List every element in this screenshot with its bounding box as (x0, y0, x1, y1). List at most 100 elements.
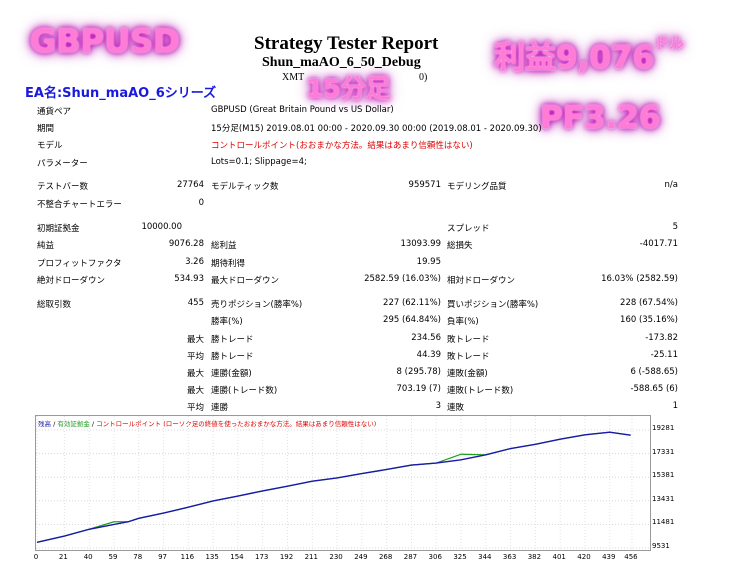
x-tick-label: 97 (158, 553, 168, 561)
avg-cons-loss-label: 連敗 (447, 403, 465, 413)
legend-separator-2: / (89, 420, 97, 428)
x-tick-label: 78 (133, 553, 143, 561)
net-profit-value: 9076.28 (168, 239, 204, 249)
spread-value: 5 (672, 222, 678, 232)
quality-label: モデリング品質 (447, 182, 507, 192)
y-tick-label: 9531 (652, 542, 670, 550)
y-tick-label: 17331 (652, 447, 675, 456)
x-tick-label: 268 (378, 553, 393, 561)
equity-line (36, 431, 631, 543)
rel-drawdown-label: 相対ドローダウン (447, 276, 516, 286)
max-prefix-3: 最大 (186, 386, 204, 396)
abs-drawdown-value: 534.93 (174, 274, 204, 284)
x-tick-label: 420 (577, 553, 591, 561)
x-tick-label: 306 (428, 553, 442, 561)
x-tick-label: 456 (624, 553, 638, 561)
y-tick-label: 15381 (652, 471, 675, 480)
cons-loss-count-value: -588.65 (6) (630, 384, 678, 394)
avg-cons-loss-value: 1 (672, 401, 678, 411)
cons-win-amount-value: 8 (295.78) (396, 367, 441, 377)
cons-loss-amount-label: 連敗(金額) (447, 369, 488, 379)
rel-drawdown-value: 16.03% (2582.59) (601, 274, 678, 284)
long-positions-label: 買いポジション(勝率%) (447, 300, 539, 310)
timeframe-overlay: 15分足 (306, 74, 391, 103)
avg-prefix-1: 平均 (186, 352, 204, 362)
chart-legend: 残高 / 有効証拠金 / コントロールポイント (ローソク足の終値を使ったおおま… (38, 418, 376, 428)
x-tick-label: 0 (33, 553, 39, 561)
pf-overlay: PF3.26 (540, 100, 661, 136)
short-positions-label: 売りポジション(勝率%) (211, 300, 303, 310)
spread-label: スプレッド (447, 224, 490, 234)
x-tick-label: 382 (527, 553, 542, 561)
symbol-label: 通貨ペア (37, 107, 72, 117)
y-tick-label: 11481 (652, 518, 675, 527)
short-positions-value: 227 (62.11%) (383, 298, 441, 308)
legend-balance: 残高 (38, 420, 51, 428)
model-label: モデル (37, 141, 63, 151)
gross-profit-label: 総利益 (211, 241, 237, 251)
expected-payoff-label: 期待利得 (211, 259, 246, 269)
x-tick-label: 249 (354, 553, 368, 561)
win-rate-value: 295 (64.84%) (383, 315, 441, 325)
long-positions-value: 228 (67.54%) (620, 298, 678, 308)
x-tick-label: 287 (403, 553, 418, 561)
total-trades-value: 455 (187, 298, 204, 308)
deposit-label: 初期証拠金 (37, 224, 80, 234)
x-tick-label: 401 (552, 553, 566, 561)
largest-win-value: 234.56 (411, 333, 441, 343)
cons-loss-amount-value: 6 (-588.65) (630, 367, 678, 377)
gross-profit-value: 13093.99 (400, 239, 441, 249)
x-tick-label: 439 (602, 553, 616, 561)
max-drawdown-value: 2582.59 (16.03%) (364, 274, 441, 284)
x-tick-label: 192 (279, 553, 294, 561)
profit-unit: ドル (654, 34, 685, 52)
avg-loss-label: 敗トレード (447, 352, 490, 362)
avg-cons-win-label: 連勝 (211, 403, 229, 413)
period-value: 15分足(M15) 2019.08.01 00:00 - 2020.09.30 … (211, 124, 542, 134)
cons-loss-count-label: 連敗(トレード数) (447, 386, 514, 396)
x-tick-label: 363 (502, 553, 517, 561)
avg-cons-win-value: 3 (435, 401, 441, 411)
max-prefix-1: 最大 (186, 335, 204, 345)
expected-payoff-value: 19.95 (416, 257, 441, 267)
avg-loss-value: -25.11 (650, 350, 678, 360)
win-rate-label: 勝率(%) (211, 317, 243, 327)
parameters-label: パラメーター (37, 159, 88, 169)
abs-drawdown-label: 絶対ドローダウン (37, 276, 106, 286)
deposit-value: 10000.00 (141, 222, 182, 232)
x-tick-label: 154 (230, 553, 244, 561)
profit-factor-label: プロフィットファクタ (37, 259, 122, 269)
cons-win-count-value: 703.19 (7) (396, 384, 441, 394)
mismatch-value: 0 (198, 198, 204, 208)
server-label-left: XMT (282, 72, 305, 83)
x-tick-label: 344 (478, 553, 492, 561)
server-label-right: 0) (419, 72, 428, 83)
x-tick-label: 116 (180, 553, 195, 561)
ea-name-label: EA名:Shun_maAO_6シリーズ (25, 86, 217, 101)
report-subtitle: Shun_maAO_6_50_Debug (262, 55, 421, 70)
profit-value: 利益9,076 (494, 40, 655, 76)
largest-win-label: 勝トレード (211, 335, 254, 345)
ticks-value: 959571 (408, 180, 441, 190)
x-tick-label: 173 (255, 553, 269, 561)
legend-equity: 有効証拠金 (57, 420, 90, 428)
gross-loss-value: -4017.71 (639, 239, 678, 249)
avg-prefix-2: 平均 (186, 403, 204, 413)
report-title: Strategy Tester Report (254, 33, 439, 54)
avg-win-value: 44.39 (416, 350, 441, 360)
y-tick-label: 19281 (652, 424, 675, 432)
model-value: コントロールポイント(おおまかな方法。結果はあまり信頼性はない) (211, 141, 473, 151)
bars-value: 27764 (176, 180, 204, 190)
gross-loss-label: 総損失 (447, 241, 473, 251)
balance-line (36, 431, 631, 544)
mismatch-label: 不整合チャートエラー (37, 200, 122, 210)
parameters-value: Lots=0.1; Slippage=4; (211, 157, 307, 167)
bars-label: テストバー数 (37, 182, 89, 192)
quality-value: n/a (664, 180, 678, 190)
equity-chart: 残高 / 有効証拠金 / コントロールポイント (ローソク足の終値を使ったおおま… (35, 415, 651, 551)
chart-plot (36, 416, 650, 550)
x-tick-label: 211 (304, 553, 318, 561)
legend-separator-1: / (51, 420, 58, 428)
largest-loss-value: -173.82 (645, 333, 678, 343)
x-tick-label: 230 (329, 553, 343, 561)
